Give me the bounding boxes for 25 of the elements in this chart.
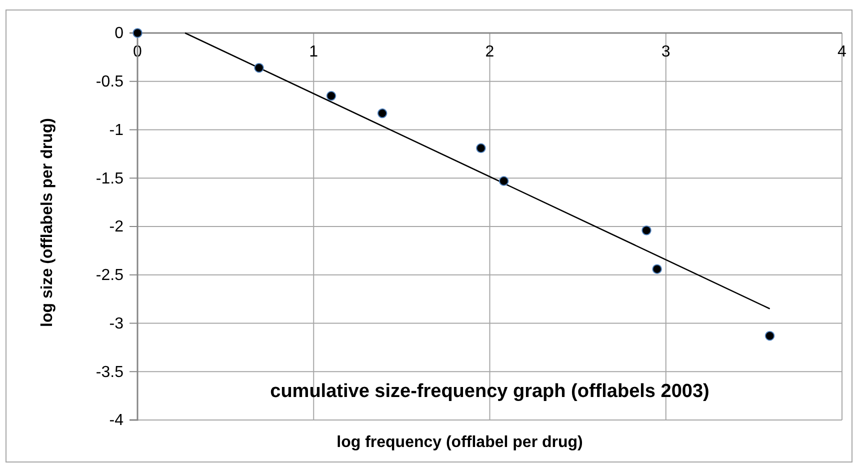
x-axis-title: log frequency (offlabel per drug)	[336, 434, 583, 451]
x-tick-label: 2	[485, 43, 494, 60]
text: cumulative size-frequency graph (offlabels 2003)	[270, 381, 710, 402]
y-tick-label: -2.5	[96, 266, 124, 284]
x-tick-label: 1	[309, 43, 318, 60]
y-tick-label: -3.5	[96, 364, 124, 381]
point	[132, 28, 142, 38]
point	[326, 91, 336, 101]
point	[377, 108, 388, 118]
point	[764, 330, 775, 341]
point	[652, 264, 662, 274]
point	[498, 176, 509, 186]
y-tick-label: -4	[109, 412, 124, 430]
y-tick-label: -0.5	[96, 73, 124, 90]
point	[476, 143, 486, 153]
y-tick-label: -1	[109, 122, 124, 139]
y-tick-label: -2	[109, 218, 124, 236]
x-tick-label: 4	[838, 43, 847, 60]
y-axis-title: log size (offlabels per drug)	[39, 118, 56, 327]
point	[254, 62, 264, 73]
y-tick-label: 0	[114, 25, 124, 42]
point	[642, 226, 652, 236]
x-tick-label: 3	[661, 43, 670, 60]
y-tick-label: -1.5	[96, 170, 124, 188]
y-tick-label: -3	[109, 315, 124, 332]
